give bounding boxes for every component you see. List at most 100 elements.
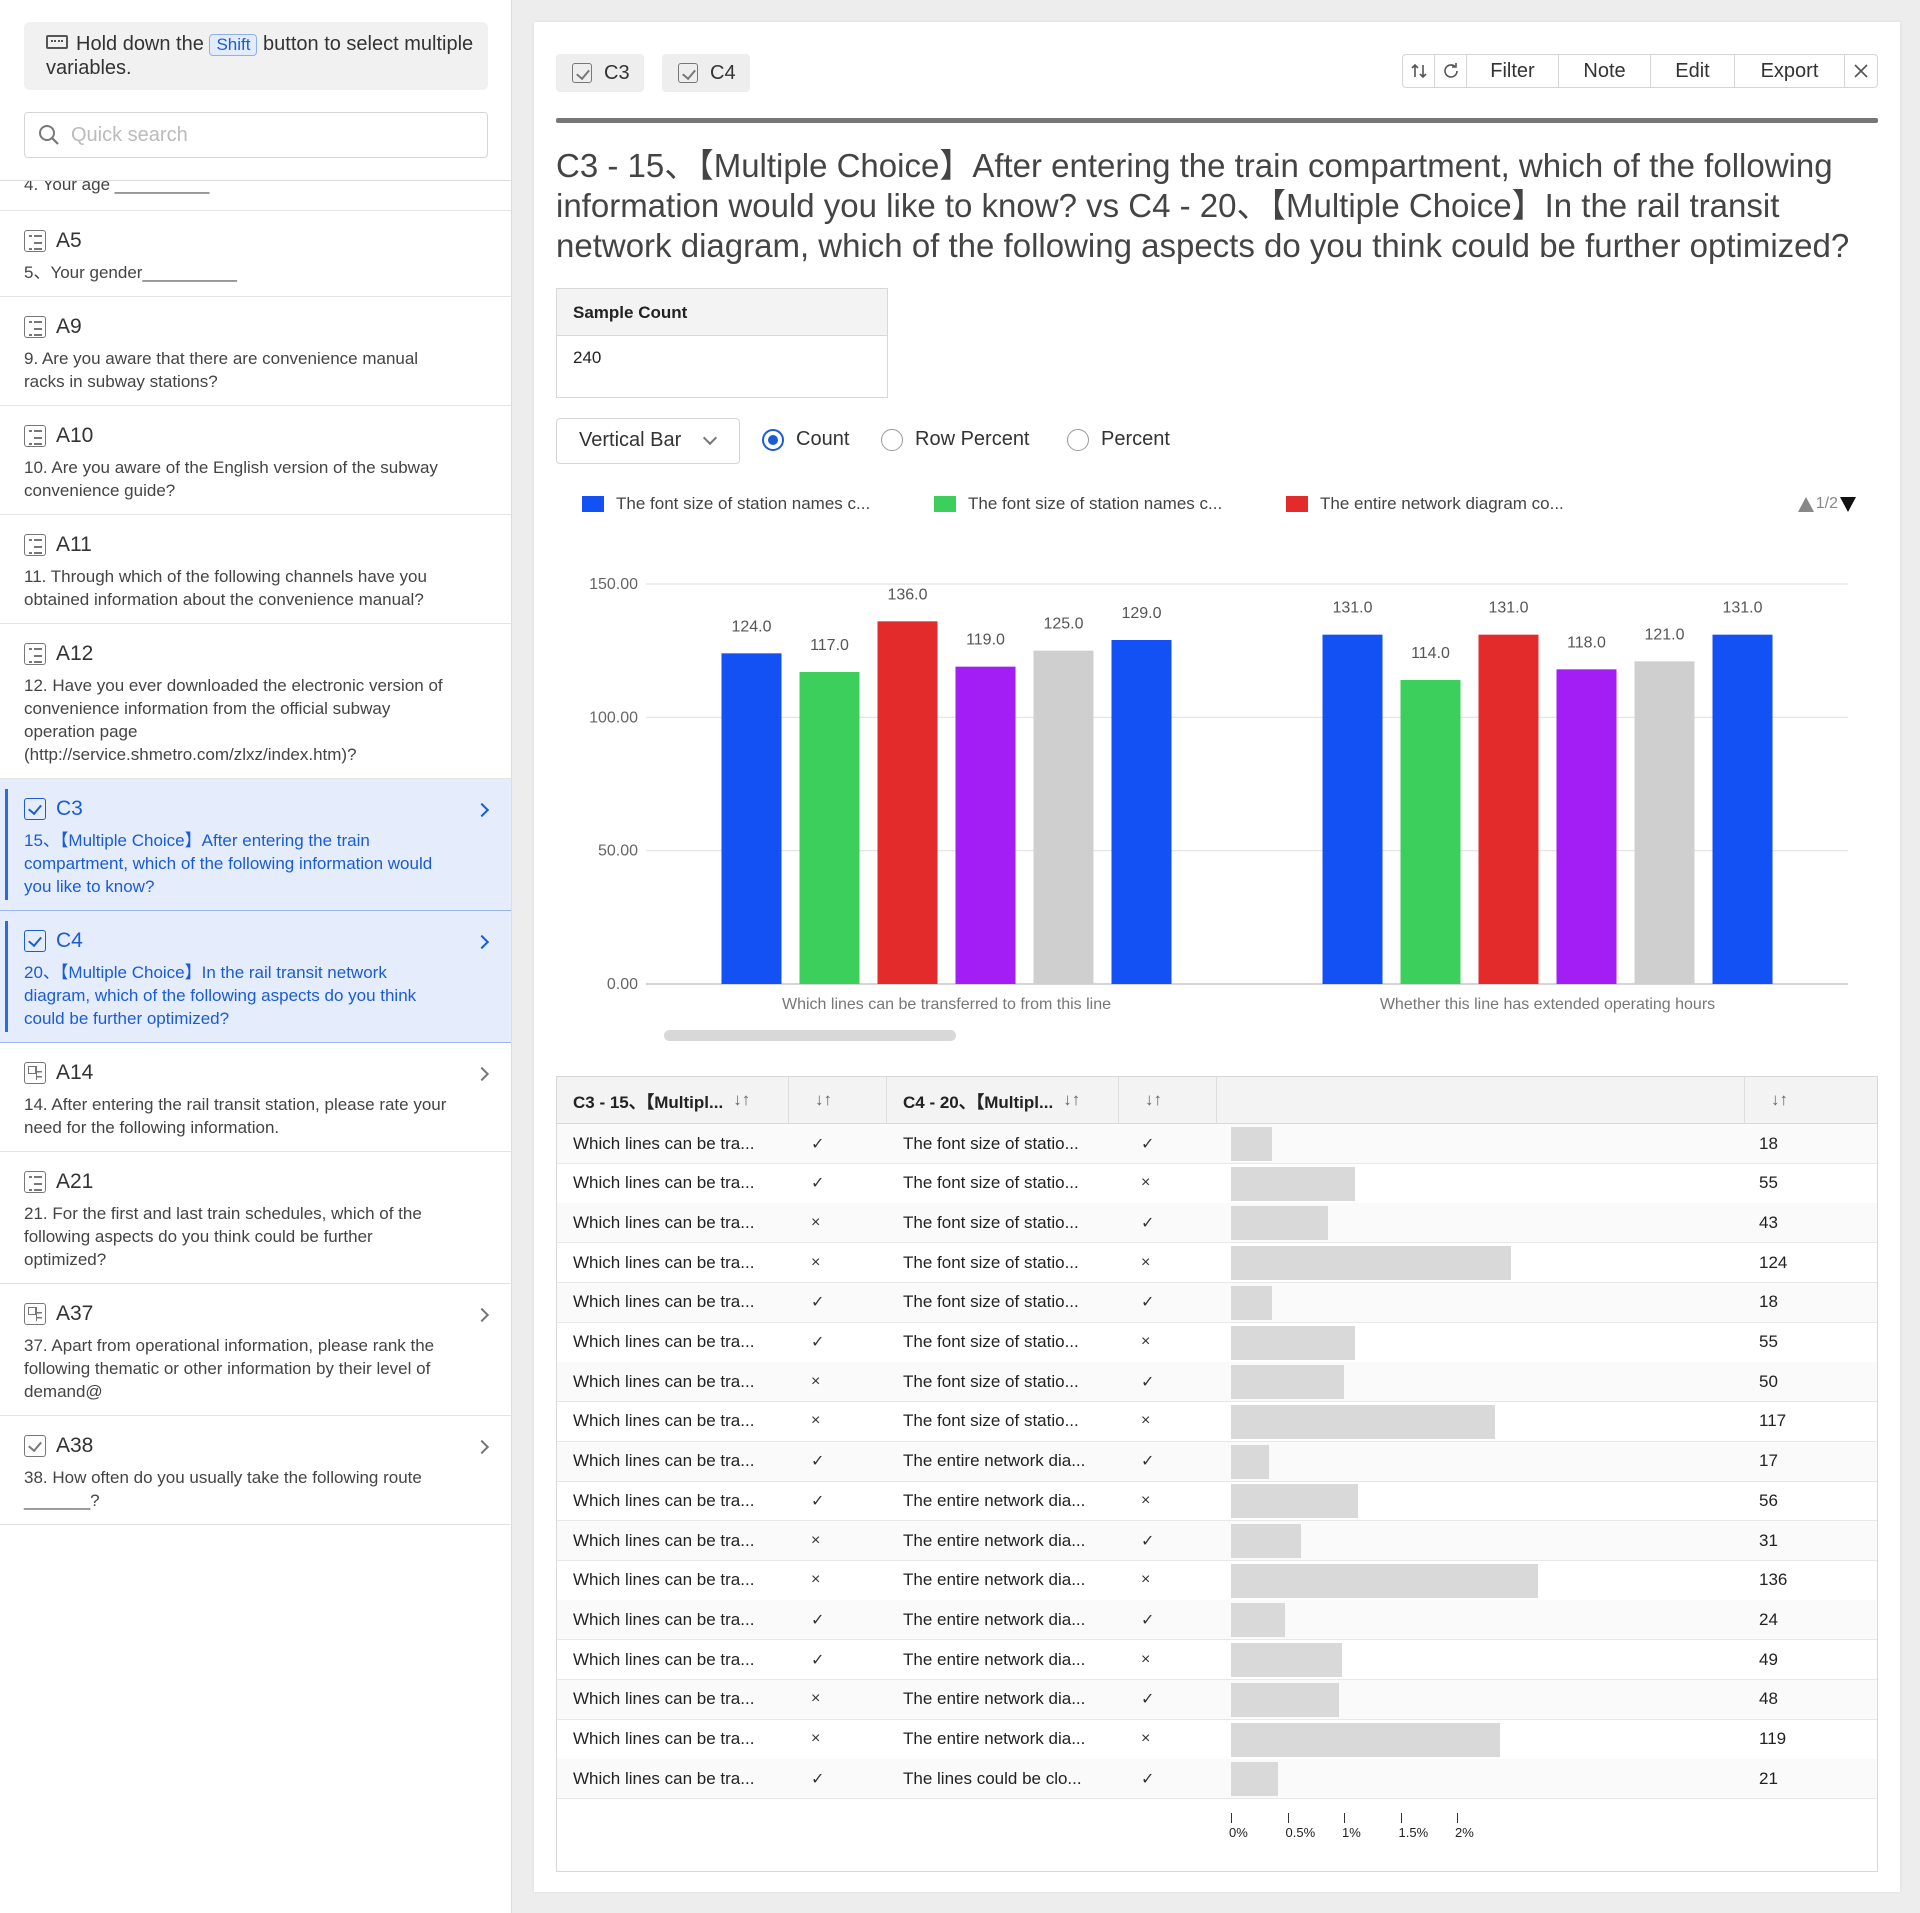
refresh-button[interactable] bbox=[1435, 55, 1467, 87]
table-row[interactable]: Which lines can be tra... ✓ The entire net… bbox=[557, 1640, 1877, 1681]
chip-c3[interactable]: C3 bbox=[556, 54, 644, 92]
table-row[interactable]: Which lines can be tra... ✓ The lines coul… bbox=[557, 1759, 1877, 1800]
table-row[interactable]: Which lines can be tra... × The entire net… bbox=[557, 1561, 1877, 1601]
table-row[interactable]: Which lines can be tra... ✓ The font size … bbox=[557, 1124, 1877, 1164]
chart-type-select[interactable]: Vertical Bar bbox=[556, 418, 740, 464]
chart-type-value: Vertical Bar bbox=[579, 429, 682, 451]
legend-item-2[interactable]: The font size of station names c... bbox=[934, 494, 1222, 514]
table-row[interactable]: Which lines can be tra... ✓ The entire net… bbox=[557, 1481, 1877, 1522]
sort-icon[interactable]: ↓↑ bbox=[733, 1090, 751, 1109]
table-row[interactable]: Which lines can be tra... ✓ The font size … bbox=[557, 1282, 1877, 1323]
radio-icon bbox=[881, 428, 903, 451]
col-header-mark1[interactable]: ↓↑ bbox=[789, 1077, 887, 1123]
table-row[interactable]: Which lines can be tra... × The entire net… bbox=[557, 1720, 1877, 1760]
bar[interactable] bbox=[1712, 634, 1773, 984]
export-button[interactable]: Export bbox=[1735, 55, 1845, 87]
cell-c3-option: Which lines can be tra... bbox=[573, 1490, 755, 1510]
count-bar bbox=[1231, 1365, 1344, 1400]
legend-swatch bbox=[1286, 496, 1308, 512]
col-header-count[interactable]: ↓↑ bbox=[1745, 1077, 1877, 1123]
table-row[interactable]: Which lines can be tra... ✓ The font size … bbox=[557, 1323, 1877, 1363]
table-row[interactable]: Which lines can be tra... × The font size … bbox=[557, 1203, 1877, 1244]
item-code: A14 bbox=[56, 1061, 94, 1084]
sidebar-item-a5[interactable]: A5 5、Your gender__________ bbox=[0, 211, 511, 297]
table-row[interactable]: Which lines can be tra... × The font size … bbox=[557, 1402, 1877, 1442]
bar-value-label: 121.0 bbox=[1644, 626, 1684, 643]
cell-c3-option: Which lines can be tra... bbox=[573, 1292, 755, 1312]
cell-c3-mark: ✓ bbox=[811, 1294, 825, 1312]
legend-item-3[interactable]: The entire network diagram co... bbox=[1286, 494, 1564, 514]
sidebar-item-a12[interactable]: A12 12. Have you ever downloaded the elec… bbox=[0, 624, 511, 779]
table-row[interactable]: Which lines can be tra... ✓ The font size … bbox=[557, 1164, 1877, 1204]
list-icon bbox=[24, 425, 46, 447]
variable-list: 4. Your age __________ A5 5、Your gender__… bbox=[0, 180, 511, 1525]
radio-percent[interactable]: Percent bbox=[1067, 428, 1170, 451]
sidebar-item-c4[interactable]: C4 20、【Multiple Choice】In the rail transi… bbox=[0, 911, 511, 1043]
sidebar-item-a37[interactable]: A37 37. Apart from operational informatio… bbox=[0, 1284, 511, 1416]
sort-icon[interactable]: ↓↑ bbox=[815, 1090, 832, 1109]
list-item-partial[interactable]: 4. Your age __________ bbox=[0, 181, 511, 211]
radio-icon bbox=[1067, 428, 1089, 451]
search-input[interactable] bbox=[71, 123, 471, 147]
legend-item-1[interactable]: The font size of station names c... bbox=[582, 494, 870, 514]
swap-icon bbox=[1410, 63, 1427, 79]
bar[interactable] bbox=[955, 666, 1016, 984]
table-row[interactable]: Which lines can be tra... × The entire net… bbox=[557, 1521, 1877, 1561]
quick-search[interactable] bbox=[24, 112, 488, 158]
sidebar-item-c3[interactable]: C3 15、【Multiple Choice】After entering the… bbox=[0, 779, 511, 911]
sidebar-item-a10[interactable]: A10 10. Are you aware of the English vers… bbox=[0, 406, 511, 515]
table-row[interactable]: Which lines can be tra... × The entire net… bbox=[557, 1679, 1877, 1720]
bar[interactable] bbox=[799, 672, 860, 984]
table-row[interactable]: Which lines can be tra... × The font size … bbox=[557, 1243, 1877, 1284]
cell-count: 49 bbox=[1759, 1649, 1778, 1669]
cell-c3-option: Which lines can be tra... bbox=[573, 1530, 755, 1550]
bar[interactable] bbox=[721, 653, 782, 984]
sidebar-item-a21[interactable]: A21 21. For the first and last train sche… bbox=[0, 1152, 511, 1284]
item-description: 38. How often do you usually take the fo… bbox=[24, 1468, 422, 1510]
sidebar-item-a38[interactable]: A38 38. How often do you usually take the… bbox=[0, 1416, 511, 1525]
bar[interactable] bbox=[877, 621, 938, 984]
bar-value-label: 117.0 bbox=[810, 637, 849, 654]
page-up-icon[interactable] bbox=[1797, 496, 1814, 512]
count-bar bbox=[1231, 1563, 1539, 1598]
sidebar-item-a9[interactable]: A9 9. Are you aware that there are conven… bbox=[0, 297, 511, 406]
radio-label: Percent bbox=[1101, 428, 1170, 450]
sidebar-item-a11[interactable]: A11 11. Through which of the following ch… bbox=[0, 515, 511, 624]
radio-count[interactable]: Count bbox=[762, 428, 849, 451]
col-header-c4[interactable]: C4 - 20、【Multipl... ↓↑ bbox=[887, 1077, 1119, 1123]
radio-row-percent[interactable]: Row Percent bbox=[881, 428, 1030, 451]
bar[interactable] bbox=[1322, 634, 1383, 984]
close-button[interactable] bbox=[1845, 55, 1877, 87]
sort-icon[interactable]: ↓↑ bbox=[1063, 1090, 1081, 1109]
sort-icon[interactable]: ↓↑ bbox=[1145, 1090, 1162, 1109]
cell-c4-mark: ✓ bbox=[1141, 1770, 1155, 1788]
cross-table: C3 - 15、【Multipl... ↓↑ ↓↑ C4 - 20、【Multip… bbox=[556, 1076, 1878, 1872]
cell-c3-mark: ✓ bbox=[811, 1651, 825, 1669]
cell-count: 21 bbox=[1759, 1768, 1778, 1788]
bar[interactable] bbox=[1111, 640, 1172, 984]
bar[interactable] bbox=[1634, 661, 1695, 984]
table-row[interactable]: Which lines can be tra... × The font size … bbox=[557, 1362, 1877, 1403]
bar[interactable] bbox=[1033, 650, 1094, 984]
item-code: A37 bbox=[56, 1302, 94, 1325]
item-description: 37. Apart from operational information, … bbox=[24, 1336, 435, 1401]
bar[interactable] bbox=[1400, 680, 1461, 984]
bar[interactable] bbox=[1556, 669, 1617, 984]
swap-button[interactable] bbox=[1403, 55, 1435, 87]
sidebar-item-a14[interactable]: A14 14. After entering the rail transit s… bbox=[0, 1043, 511, 1152]
bar[interactable] bbox=[1478, 634, 1539, 984]
axis-tick bbox=[1457, 1813, 1458, 1823]
chart-scrollbar[interactable] bbox=[664, 1030, 956, 1041]
col-header-c3[interactable]: C3 - 15、【Multipl... ↓↑ bbox=[557, 1077, 789, 1123]
y-tick-label: 100.00 bbox=[589, 709, 638, 726]
sort-icon[interactable]: ↓↑ bbox=[1771, 1090, 1788, 1109]
table-row[interactable]: Which lines can be tra... ✓ The entire net… bbox=[557, 1600, 1877, 1641]
page-down-icon[interactable] bbox=[1840, 496, 1856, 512]
filter-button[interactable]: Filter bbox=[1467, 55, 1559, 87]
col-header-mark2[interactable]: ↓↑ bbox=[1119, 1077, 1217, 1123]
edit-button[interactable]: Edit bbox=[1651, 55, 1735, 87]
table-row[interactable]: Which lines can be tra... ✓ The entire net… bbox=[557, 1441, 1877, 1482]
note-button[interactable]: Note bbox=[1559, 55, 1651, 87]
cell-c3-mark: ✓ bbox=[811, 1492, 825, 1510]
chip-c4[interactable]: C4 bbox=[662, 54, 750, 92]
